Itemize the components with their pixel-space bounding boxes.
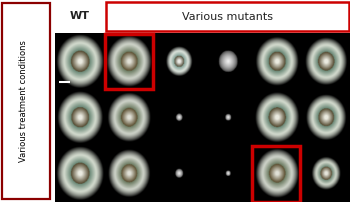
Bar <box>203 33 252 89</box>
Bar <box>203 89 252 146</box>
Bar <box>2 3 50 199</box>
Bar <box>252 146 301 202</box>
Bar <box>301 146 350 202</box>
Bar <box>154 89 203 146</box>
Bar <box>55 146 104 202</box>
Bar <box>104 89 154 146</box>
Bar <box>154 146 203 202</box>
Bar <box>252 146 300 202</box>
Bar <box>301 89 350 146</box>
Bar <box>203 146 252 202</box>
Bar <box>55 33 104 89</box>
Bar <box>104 33 154 89</box>
Bar <box>154 33 203 89</box>
Bar <box>301 33 350 89</box>
Bar <box>104 146 154 202</box>
Text: WT: WT <box>70 11 90 21</box>
Bar <box>55 89 104 146</box>
Bar <box>252 33 301 89</box>
Bar <box>105 34 153 89</box>
Bar <box>106 2 349 31</box>
Text: Various treatment conditions: Various treatment conditions <box>19 40 28 162</box>
Text: Various mutants: Various mutants <box>182 12 273 22</box>
Bar <box>252 89 301 146</box>
